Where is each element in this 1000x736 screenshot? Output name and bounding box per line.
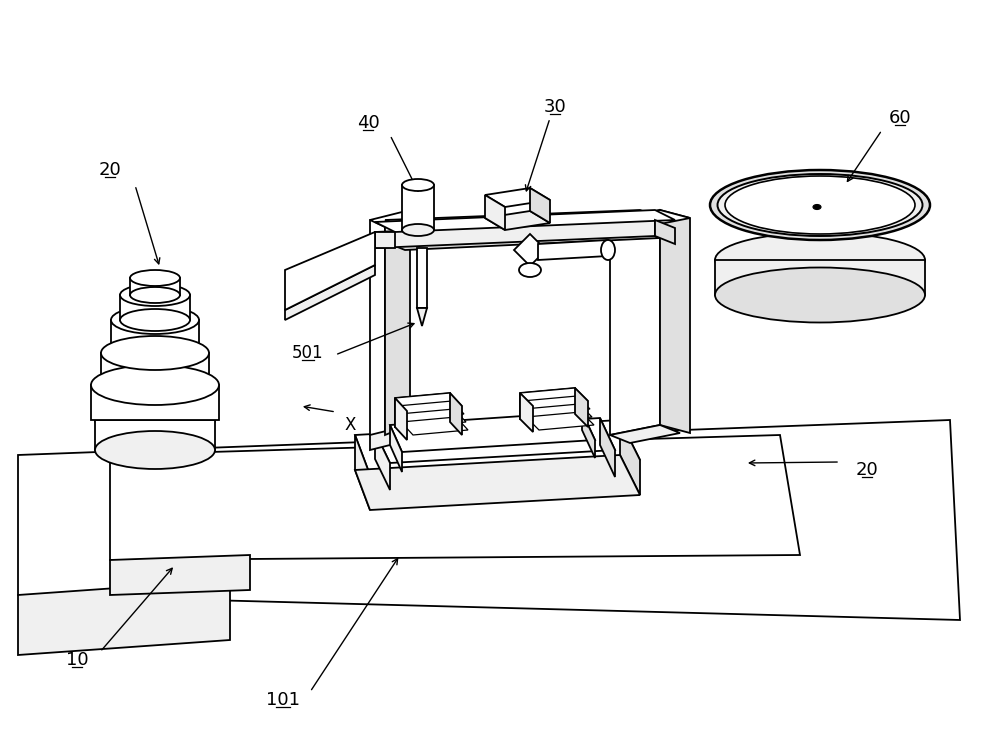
Polygon shape <box>370 425 410 450</box>
Polygon shape <box>390 425 402 472</box>
Ellipse shape <box>101 368 209 402</box>
Polygon shape <box>18 580 230 655</box>
Polygon shape <box>370 210 425 227</box>
Polygon shape <box>111 320 199 353</box>
Polygon shape <box>655 220 675 244</box>
Polygon shape <box>355 420 640 475</box>
Text: 501: 501 <box>292 344 324 362</box>
Polygon shape <box>375 432 390 490</box>
Polygon shape <box>610 210 690 228</box>
Polygon shape <box>375 232 395 248</box>
Polygon shape <box>526 412 594 430</box>
Polygon shape <box>375 220 655 248</box>
Polygon shape <box>715 260 925 295</box>
Polygon shape <box>110 435 800 560</box>
Ellipse shape <box>402 224 434 236</box>
Polygon shape <box>385 229 640 243</box>
Polygon shape <box>401 417 468 435</box>
Polygon shape <box>530 188 550 223</box>
Polygon shape <box>120 295 190 320</box>
Polygon shape <box>520 388 588 406</box>
Ellipse shape <box>111 306 199 334</box>
Polygon shape <box>285 265 375 320</box>
Polygon shape <box>91 385 219 420</box>
Polygon shape <box>522 396 590 414</box>
Ellipse shape <box>601 240 615 260</box>
Polygon shape <box>610 210 660 435</box>
Text: 30: 30 <box>544 98 566 116</box>
Text: 40: 40 <box>357 114 379 132</box>
Polygon shape <box>538 240 608 260</box>
Polygon shape <box>485 188 550 207</box>
Ellipse shape <box>111 339 199 367</box>
Polygon shape <box>485 211 550 230</box>
Polygon shape <box>101 353 209 385</box>
Polygon shape <box>620 420 640 495</box>
Polygon shape <box>385 210 410 435</box>
Polygon shape <box>417 248 427 308</box>
Ellipse shape <box>120 284 190 306</box>
Polygon shape <box>520 388 575 419</box>
Polygon shape <box>285 232 375 310</box>
Text: 20: 20 <box>99 161 121 179</box>
Polygon shape <box>610 425 680 443</box>
Polygon shape <box>385 227 405 243</box>
Polygon shape <box>402 185 434 230</box>
Polygon shape <box>582 412 595 458</box>
Ellipse shape <box>519 263 541 277</box>
Text: X: X <box>344 416 356 434</box>
Polygon shape <box>375 210 675 232</box>
Text: 60: 60 <box>889 109 911 127</box>
Text: 20: 20 <box>856 461 878 479</box>
Polygon shape <box>375 418 615 463</box>
Polygon shape <box>355 435 370 510</box>
Polygon shape <box>450 393 462 435</box>
Ellipse shape <box>91 365 219 405</box>
Polygon shape <box>395 393 450 427</box>
Polygon shape <box>385 230 660 250</box>
Ellipse shape <box>95 431 215 469</box>
Polygon shape <box>520 393 533 432</box>
Ellipse shape <box>402 179 434 191</box>
Polygon shape <box>600 418 615 477</box>
Text: 101: 101 <box>266 691 300 709</box>
Ellipse shape <box>120 309 190 331</box>
Polygon shape <box>660 210 690 433</box>
Ellipse shape <box>718 174 922 236</box>
Polygon shape <box>355 455 640 510</box>
Ellipse shape <box>715 233 925 288</box>
Ellipse shape <box>715 267 925 322</box>
Polygon shape <box>395 393 462 411</box>
Polygon shape <box>110 555 250 595</box>
Text: 10: 10 <box>66 651 88 669</box>
Polygon shape <box>130 278 180 295</box>
Polygon shape <box>514 234 546 266</box>
Polygon shape <box>524 404 592 422</box>
Ellipse shape <box>725 176 915 234</box>
Polygon shape <box>399 409 466 427</box>
Polygon shape <box>485 195 505 230</box>
Polygon shape <box>417 308 427 326</box>
Ellipse shape <box>130 287 180 303</box>
Ellipse shape <box>710 170 930 240</box>
Polygon shape <box>385 210 660 228</box>
Polygon shape <box>95 420 215 450</box>
Polygon shape <box>18 420 960 620</box>
Polygon shape <box>575 388 588 427</box>
Polygon shape <box>395 398 407 440</box>
Polygon shape <box>370 220 385 435</box>
Ellipse shape <box>101 336 209 370</box>
Ellipse shape <box>95 401 215 439</box>
Polygon shape <box>390 412 595 452</box>
Ellipse shape <box>130 270 180 286</box>
Polygon shape <box>397 401 464 419</box>
Ellipse shape <box>813 205 821 210</box>
